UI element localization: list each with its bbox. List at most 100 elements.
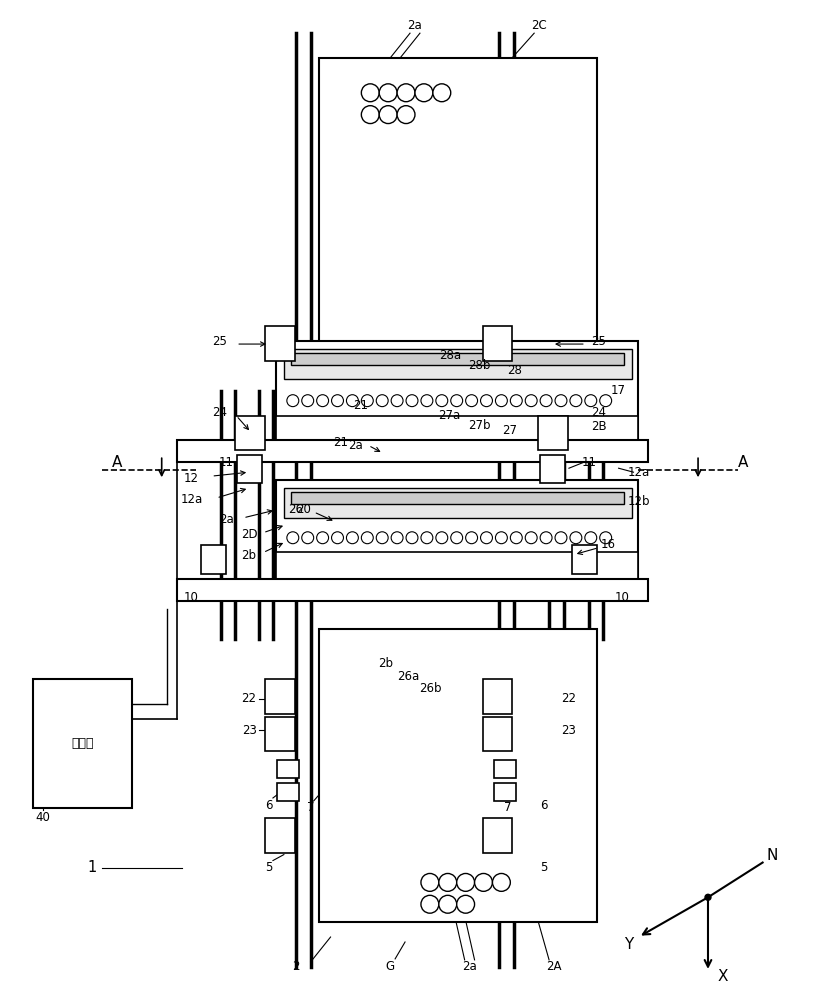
Text: 40: 40 [35,811,50,824]
Circle shape [302,532,314,544]
Text: G: G [386,960,395,973]
Text: 6: 6 [541,799,548,812]
Circle shape [362,84,379,102]
Circle shape [346,395,358,407]
Text: 28: 28 [507,364,522,377]
Circle shape [600,395,611,407]
Circle shape [406,532,418,544]
Circle shape [510,532,522,544]
Text: 24: 24 [592,406,606,419]
Text: 2D: 2D [241,528,257,541]
Text: Y: Y [624,937,633,952]
Circle shape [451,532,462,544]
Circle shape [421,873,439,891]
Text: 28a: 28a [438,349,461,362]
Circle shape [397,106,415,124]
Text: 27b: 27b [468,419,491,432]
Text: 28b: 28b [468,359,491,372]
Text: 10: 10 [184,591,199,604]
Text: A: A [112,455,122,470]
Circle shape [377,532,388,544]
Text: 2b: 2b [241,549,256,562]
Bar [276,480,639,599]
Text: 22: 22 [241,692,256,705]
Text: 17: 17 [611,384,626,397]
Circle shape [456,895,475,913]
Circle shape [362,395,373,407]
Circle shape [555,395,567,407]
Text: 26b: 26b [419,682,441,695]
Circle shape [525,532,537,544]
Circle shape [302,395,314,407]
Text: 控制部: 控制部 [71,737,93,750]
Circle shape [362,106,379,124]
Circle shape [480,395,493,407]
Text: 12: 12 [184,472,199,485]
Text: 16: 16 [602,538,616,551]
Text: 24: 24 [212,406,227,419]
Text: 2a: 2a [408,19,423,32]
Text: 2a: 2a [219,513,234,526]
Bar [265,717,295,751]
Bar [277,760,299,778]
Bar [483,326,513,361]
Text: 6: 6 [265,799,273,812]
Circle shape [456,873,475,891]
Circle shape [331,395,344,407]
Text: 1: 1 [87,860,96,875]
Text: 12a: 12a [627,466,649,479]
Bar [483,818,513,853]
Circle shape [316,395,329,407]
Circle shape [379,106,397,124]
Circle shape [600,532,611,544]
Text: 25: 25 [212,335,227,348]
Text: 26: 26 [288,503,303,516]
Text: 2A: 2A [546,960,562,973]
Circle shape [391,395,403,407]
Bar [265,679,295,714]
Bar [176,579,648,601]
Circle shape [585,532,597,544]
Bar [319,58,597,361]
Bar [265,326,295,361]
Circle shape [346,532,358,544]
Text: 23: 23 [561,724,576,737]
Bar [276,552,639,581]
Text: 10: 10 [616,591,630,604]
Circle shape [421,395,433,407]
Circle shape [540,395,552,407]
Text: A: A [737,455,748,470]
Circle shape [540,532,552,544]
Text: 2b: 2b [377,657,393,670]
Bar [319,629,597,922]
Bar [265,818,295,853]
Circle shape [421,532,433,544]
Bar [276,416,639,445]
Circle shape [570,395,582,407]
Text: 12b: 12b [627,495,649,508]
Bar [483,717,513,751]
Circle shape [436,532,447,544]
Text: 25: 25 [592,335,606,348]
Text: 2B: 2B [591,420,606,433]
Text: 12a: 12a [180,493,203,506]
Bar [201,545,227,574]
Bar [235,416,265,450]
Bar [540,455,565,483]
Circle shape [466,395,478,407]
Text: 2: 2 [292,960,300,973]
Bar [483,679,513,714]
Bar [284,349,631,379]
Circle shape [391,532,403,544]
Circle shape [555,532,567,544]
Text: 26a: 26a [397,670,419,683]
Circle shape [406,395,418,407]
Circle shape [433,84,451,102]
Circle shape [475,873,493,891]
Text: 23: 23 [241,724,256,737]
Bar [494,760,517,778]
Bar [276,341,639,445]
Circle shape [495,395,508,407]
Circle shape [316,532,329,544]
Text: 22: 22 [561,692,577,705]
